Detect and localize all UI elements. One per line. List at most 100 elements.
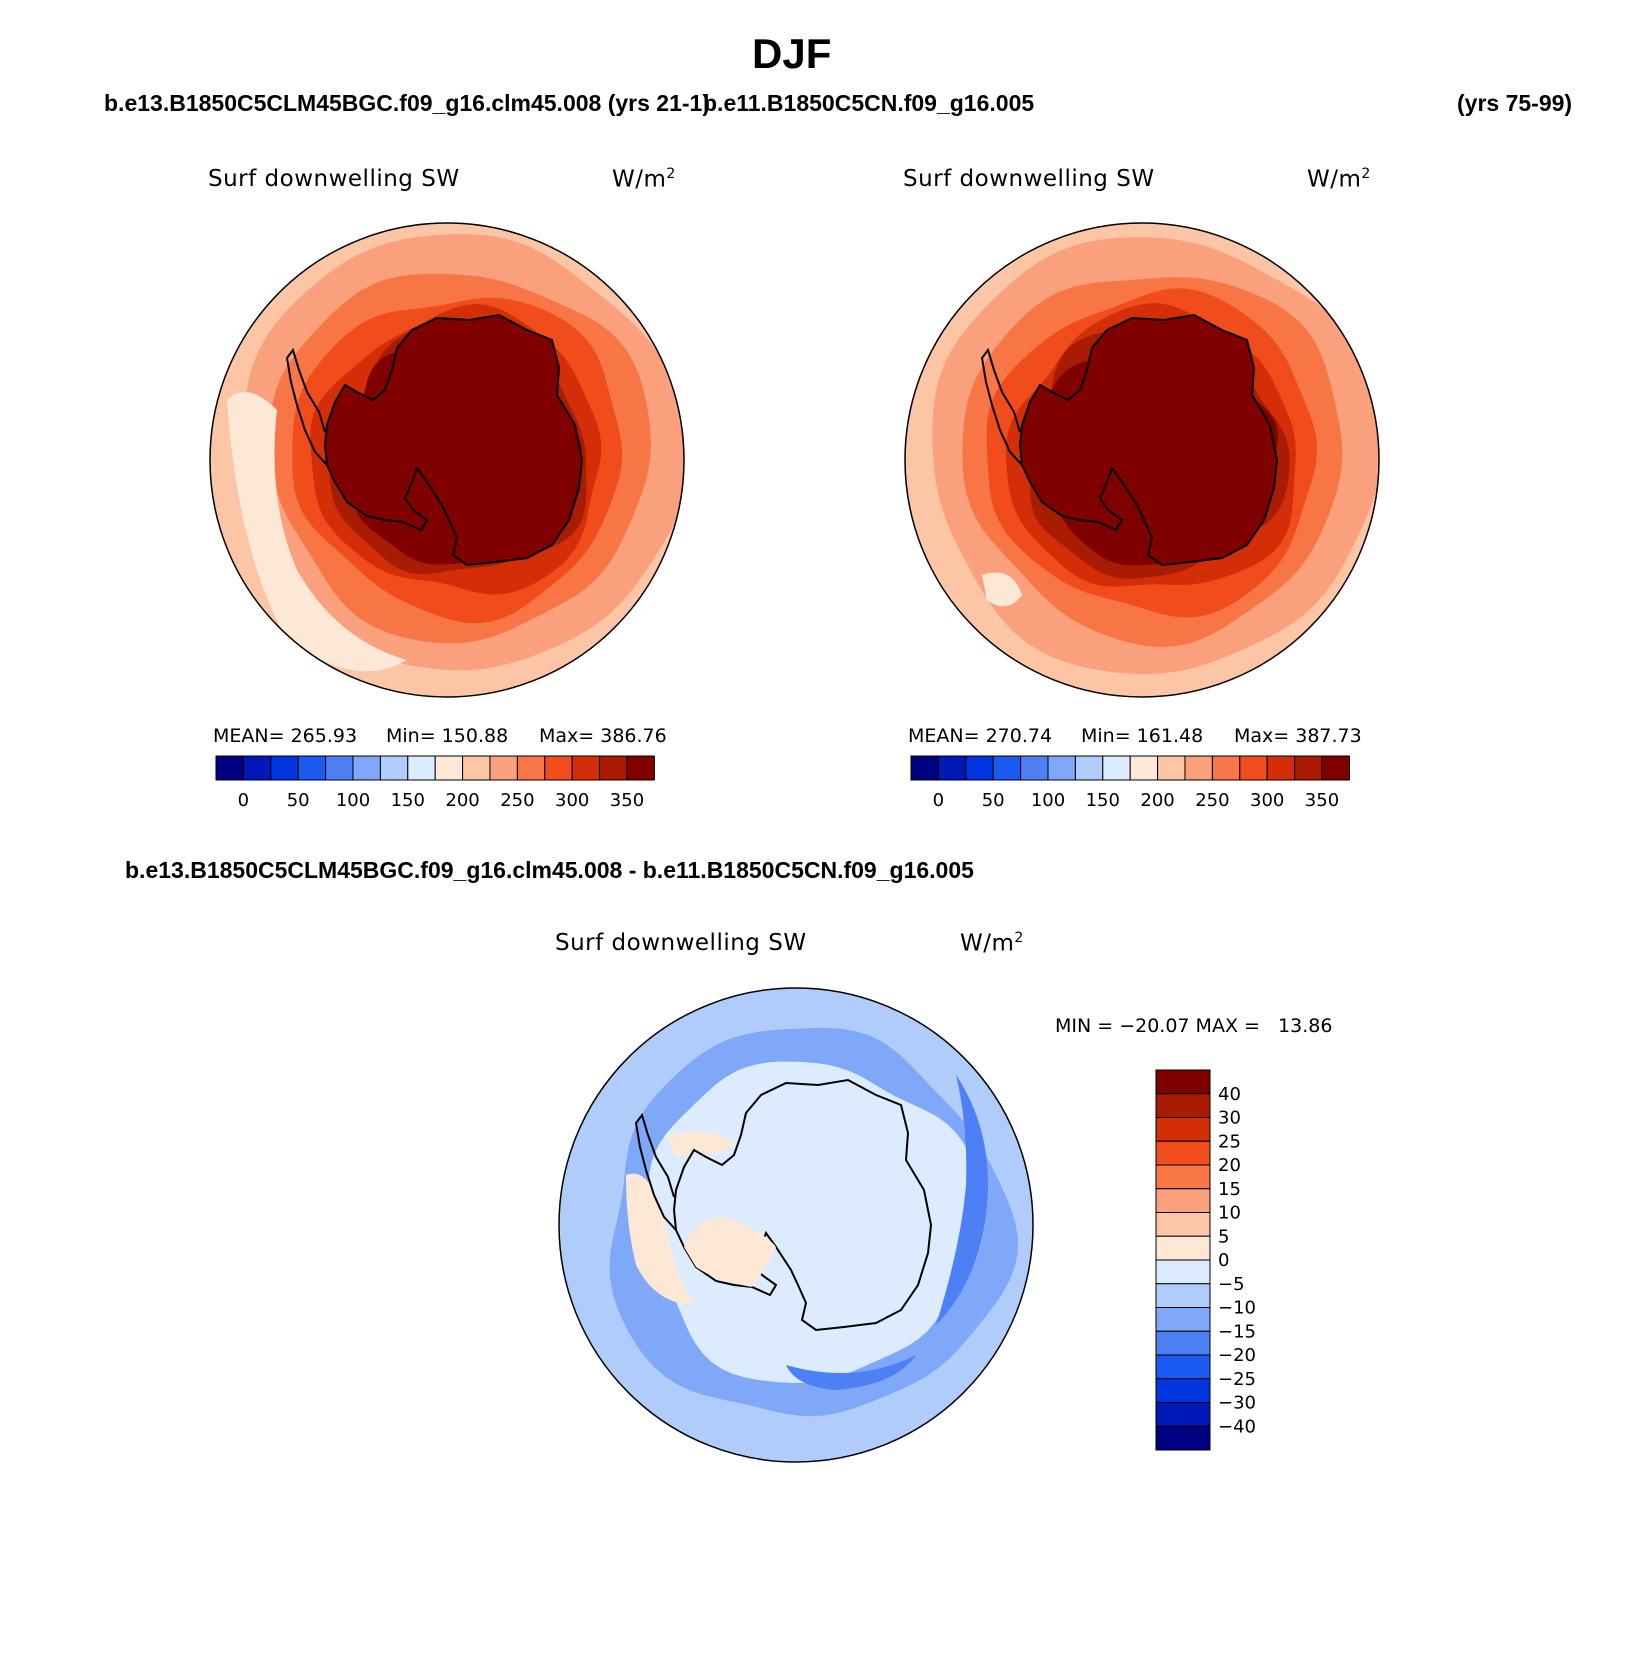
colorbar-box [1129, 755, 1159, 781]
right-case-label: b.e11.B1850C5CN.f09_g16.005 [703, 90, 1035, 116]
colorbar-box [599, 755, 628, 781]
colorbar-tick-label: 30 [1218, 1108, 1241, 1129]
colorbar-box [1155, 1188, 1211, 1213]
colorbar-box [1155, 1212, 1211, 1237]
colorbar-tick-label: 250 [500, 790, 534, 811]
colorbar-tick-label: 15 [1218, 1179, 1241, 1200]
colorbar-tick-label: 100 [1031, 790, 1065, 811]
colorbar-tick-label: 50 [982, 790, 1005, 811]
colorbar-box [1020, 755, 1049, 781]
colorbar-tick-label: 10 [1218, 1203, 1241, 1224]
map-boundary [558, 987, 1034, 1463]
colorbar-box [1155, 1425, 1211, 1451]
panel2-units: W/m2 [1307, 166, 1371, 193]
colorbar-tick-label: −20 [1218, 1345, 1256, 1366]
colorbar-box [1155, 1164, 1211, 1190]
colorbar-box [325, 755, 354, 781]
colorbar-tick-label: 350 [1305, 790, 1339, 811]
panel2-title: Surf downwelling SW [903, 166, 1155, 192]
peninsula-coastline [980, 347, 1023, 466]
colorbar-box [1155, 1283, 1211, 1308]
antarctica-coastline [1018, 313, 1279, 567]
panel2-mean: MEAN= 270.74 [908, 725, 1053, 747]
colorbar-tick-label: 350 [610, 790, 644, 811]
panel2-map [904, 222, 1380, 698]
colorbar-tick-label: −10 [1218, 1298, 1256, 1319]
colorbar-tick-label: 25 [1218, 1131, 1241, 1152]
colorbar-box [379, 755, 409, 781]
colorbar-tick-label: 20 [1218, 1155, 1241, 1176]
panel1-colorbar: 0 50 100 150 200 250 300 350 [215, 755, 655, 811]
colorbar-tick-label: 50 [287, 790, 310, 811]
colorbar-box [626, 755, 655, 781]
colorbar-tick-label: 250 [1195, 790, 1229, 811]
colorbar-tick-label: −40 [1218, 1416, 1256, 1437]
colorbar-box [516, 755, 546, 781]
colorbar-box [937, 755, 967, 781]
colorbar-tick-label: −30 [1218, 1393, 1256, 1414]
colorbar-box [1155, 1354, 1211, 1380]
colorbar-box [462, 755, 491, 781]
colorbar-box [1239, 755, 1268, 781]
panel3-units: W/m2 [960, 930, 1024, 957]
field-layer [210, 223, 684, 697]
panel1-mean: MEAN= 265.93 [213, 725, 358, 747]
colorbar-box [1155, 1069, 1211, 1095]
ocean-patch [227, 392, 407, 672]
colorbar-box [1155, 1402, 1211, 1427]
left-case-label: b.e13.B1850C5CLM45BGC.f09_g16.clm45.008 … [104, 90, 710, 116]
colorbar-box [992, 755, 1022, 781]
colorbar-box [1155, 1117, 1211, 1142]
colorbar-tick-label: 300 [1250, 790, 1284, 811]
panel1-min: Min= 150.88 [386, 725, 509, 747]
diff-band [626, 1173, 696, 1305]
panel1-title: Surf downwelling SW [208, 166, 460, 192]
field-layer [905, 223, 1379, 697]
panel2-colorbar: 0 50 100 150 200 250 300 350 [910, 755, 1350, 811]
colorbar-box [352, 755, 381, 781]
colorbar-box [1211, 755, 1241, 781]
diff-band [684, 1216, 776, 1287]
colorbar-tick-label: 0 [238, 790, 249, 811]
panel1-max: Max= 386.76 [539, 725, 667, 747]
colorbar-box [1294, 755, 1323, 781]
colorbar-tick-label: 40 [1218, 1084, 1241, 1105]
colorbar-box [1155, 1235, 1211, 1261]
diff-band [936, 1075, 988, 1325]
ocean-patch [982, 572, 1022, 607]
colorbar-box [965, 755, 994, 781]
panel3-minmax: MIN = −20.07 MAX = 13.86 [1055, 1015, 1333, 1037]
colorbar-box [1102, 755, 1131, 781]
colorbar-tick-label: 5 [1218, 1226, 1229, 1247]
panel1-map [209, 222, 685, 698]
colorbar-box [434, 755, 464, 781]
map-boundary [904, 222, 1380, 698]
colorbar-box [1155, 1259, 1211, 1285]
colorbar-box [1155, 1330, 1211, 1356]
panel2-max: Max= 387.73 [1234, 725, 1362, 747]
colorbar-box [1074, 755, 1104, 781]
colorbar-tick-label: 100 [336, 790, 370, 811]
peninsula-coastline [285, 347, 328, 466]
colorbar-box [1155, 1093, 1211, 1118]
colorbar-tick-label: −5 [1218, 1274, 1245, 1295]
panel2-min: Min= 161.48 [1081, 725, 1204, 747]
colorbar-box [571, 755, 601, 781]
diff-field-layer [559, 988, 1033, 1462]
panel3-title: Surf downwelling SW [555, 930, 807, 956]
colorbar-tick-label: 0 [933, 790, 944, 811]
colorbar-box [407, 755, 436, 781]
colorbar-box [215, 755, 244, 781]
colorbar-tick-label: 0 [1218, 1250, 1229, 1271]
colorbar-tick-label: 150 [391, 790, 425, 811]
colorbar-tick-label: 200 [445, 790, 479, 811]
peninsula-coastline [634, 1112, 677, 1231]
colorbar-tick-label: −25 [1218, 1369, 1256, 1390]
colorbar-box [1184, 755, 1213, 781]
colorbar-box [297, 755, 327, 781]
colorbar-tick-label: −15 [1218, 1321, 1256, 1342]
colorbar-box [489, 755, 518, 781]
map-boundary [209, 222, 685, 698]
colorbar-tick-label: 200 [1140, 790, 1174, 811]
colorbar-box [1155, 1140, 1211, 1166]
